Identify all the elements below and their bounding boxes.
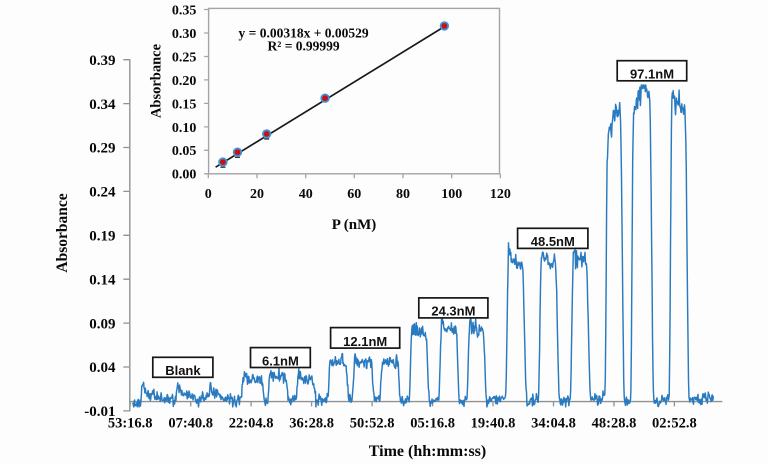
svg-text:0.25: 0.25 [172,50,197,65]
svg-text:22:04.8: 22:04.8 [229,416,274,432]
svg-text:50:52.8: 50:52.8 [350,416,395,432]
svg-text:R² = 0.99999: R² = 0.99999 [268,39,340,54]
svg-text:Absorbance: Absorbance [54,193,71,272]
svg-text:12.1nM: 12.1nM [343,334,387,349]
svg-text:0.34: 0.34 [89,97,116,113]
svg-text:0.04: 0.04 [89,360,116,376]
svg-text:Blank: Blank [165,363,201,378]
svg-text:0.35: 0.35 [172,3,197,18]
svg-text:07:40.8: 07:40.8 [168,416,213,432]
svg-text:20: 20 [250,187,264,202]
svg-text:0.24: 0.24 [89,185,116,201]
svg-text:02:52.8: 02:52.8 [652,416,697,432]
svg-text:0.05: 0.05 [172,144,197,159]
svg-text:0.39: 0.39 [89,53,115,69]
svg-text:-0.01: -0.01 [84,404,115,420]
svg-text:48.5nM: 48.5nM [531,234,575,249]
svg-text:48:28.8: 48:28.8 [592,416,637,432]
svg-text:0: 0 [205,187,212,202]
svg-text:0.10: 0.10 [172,121,197,136]
svg-text:05:16.8: 05:16.8 [410,416,455,432]
svg-text:120: 120 [490,187,511,202]
svg-text:53:16.8: 53:16.8 [108,416,153,432]
svg-text:0.15: 0.15 [172,97,197,112]
svg-text:0.09: 0.09 [89,316,115,332]
svg-text:100: 100 [441,187,462,202]
svg-text:80: 80 [396,187,410,202]
svg-text:24.3nM: 24.3nM [431,304,475,319]
svg-text:y = 0.00318x + 0.00529: y = 0.00318x + 0.00529 [239,25,369,40]
svg-text:0.29: 0.29 [89,141,115,157]
svg-text:0.19: 0.19 [89,229,115,245]
svg-text:0.14: 0.14 [89,272,116,288]
svg-text:40: 40 [299,187,313,202]
svg-text:0.20: 0.20 [172,74,197,89]
svg-text:Absorbance: Absorbance [149,43,165,118]
svg-text:34:04.8: 34:04.8 [531,416,576,432]
svg-text:6.1nM: 6.1nM [262,353,299,368]
svg-text:36:28.8: 36:28.8 [289,416,334,432]
svg-text:0.30: 0.30 [172,27,197,42]
svg-text:97.1nM: 97.1nM [630,67,674,82]
svg-text:19:40.8: 19:40.8 [471,416,516,432]
svg-text:60: 60 [347,187,361,202]
svg-text:P (nM): P (nM) [332,217,377,233]
svg-text:Time (hh:mm:ss): Time (hh:mm:ss) [369,443,486,460]
svg-text:0.00: 0.00 [172,168,197,183]
